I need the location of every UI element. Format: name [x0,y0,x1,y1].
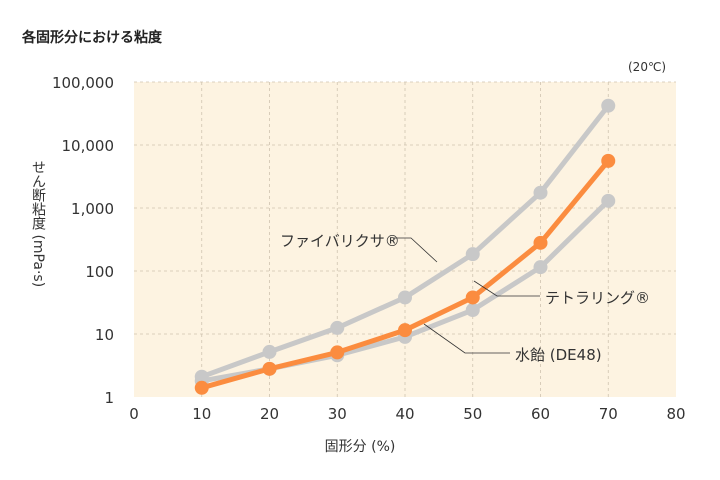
y-tick-label: 1,000 [71,200,114,218]
y-tick-label: 1 [104,389,114,407]
data-point [465,247,480,262]
x-tick-label: 70 [599,405,618,423]
y-tick-label: 10 [95,326,114,344]
x-tick-label: 50 [463,405,482,423]
leader-line [423,323,510,354]
data-point [398,323,412,338]
y-axis-label-main: せん断粘度 [30,160,46,230]
x-tick-label: 80 [666,405,685,423]
x-tick-label: 30 [328,405,347,423]
y-tick-label: 10,000 [62,137,115,155]
data-point [533,235,548,250]
leader-line [473,280,540,297]
data-point [330,320,345,335]
x-tick-label: 0 [129,405,139,423]
leader-line [393,237,438,263]
data-point [262,361,277,376]
data-point [330,345,345,360]
x-axis-label: 固形分 (%) [324,439,396,455]
x-tick-label: 60 [531,405,550,423]
data-point [398,290,412,305]
y-tick-label: 100,000 [52,74,114,92]
data-point [194,380,209,395]
series-2 [194,153,616,395]
y-axis-label-unit: (mPa·s) [30,234,46,288]
data-point [601,153,616,168]
series-label: テトラリング® [545,289,650,307]
data-point [465,303,480,318]
series-label: 水飴 (DE48) [515,346,602,364]
data-point [262,344,277,359]
data-point [601,193,616,208]
data-point [465,290,480,305]
data-point [533,260,548,275]
temperature-note: (20℃) [628,60,667,74]
series-label: ファイバリクサ® [280,232,400,250]
data-point [533,185,548,200]
data-point [601,98,616,113]
chart-title: 各固形分における粘度 [22,30,162,46]
x-tick-label: 10 [192,405,211,423]
x-tick-label: 40 [395,405,414,423]
x-tick-label: 20 [260,405,279,423]
y-tick-label: 100 [85,263,114,281]
series-0 [194,98,616,384]
y-axis-label: せん断粘度 (mPa·s) [22,160,46,287]
